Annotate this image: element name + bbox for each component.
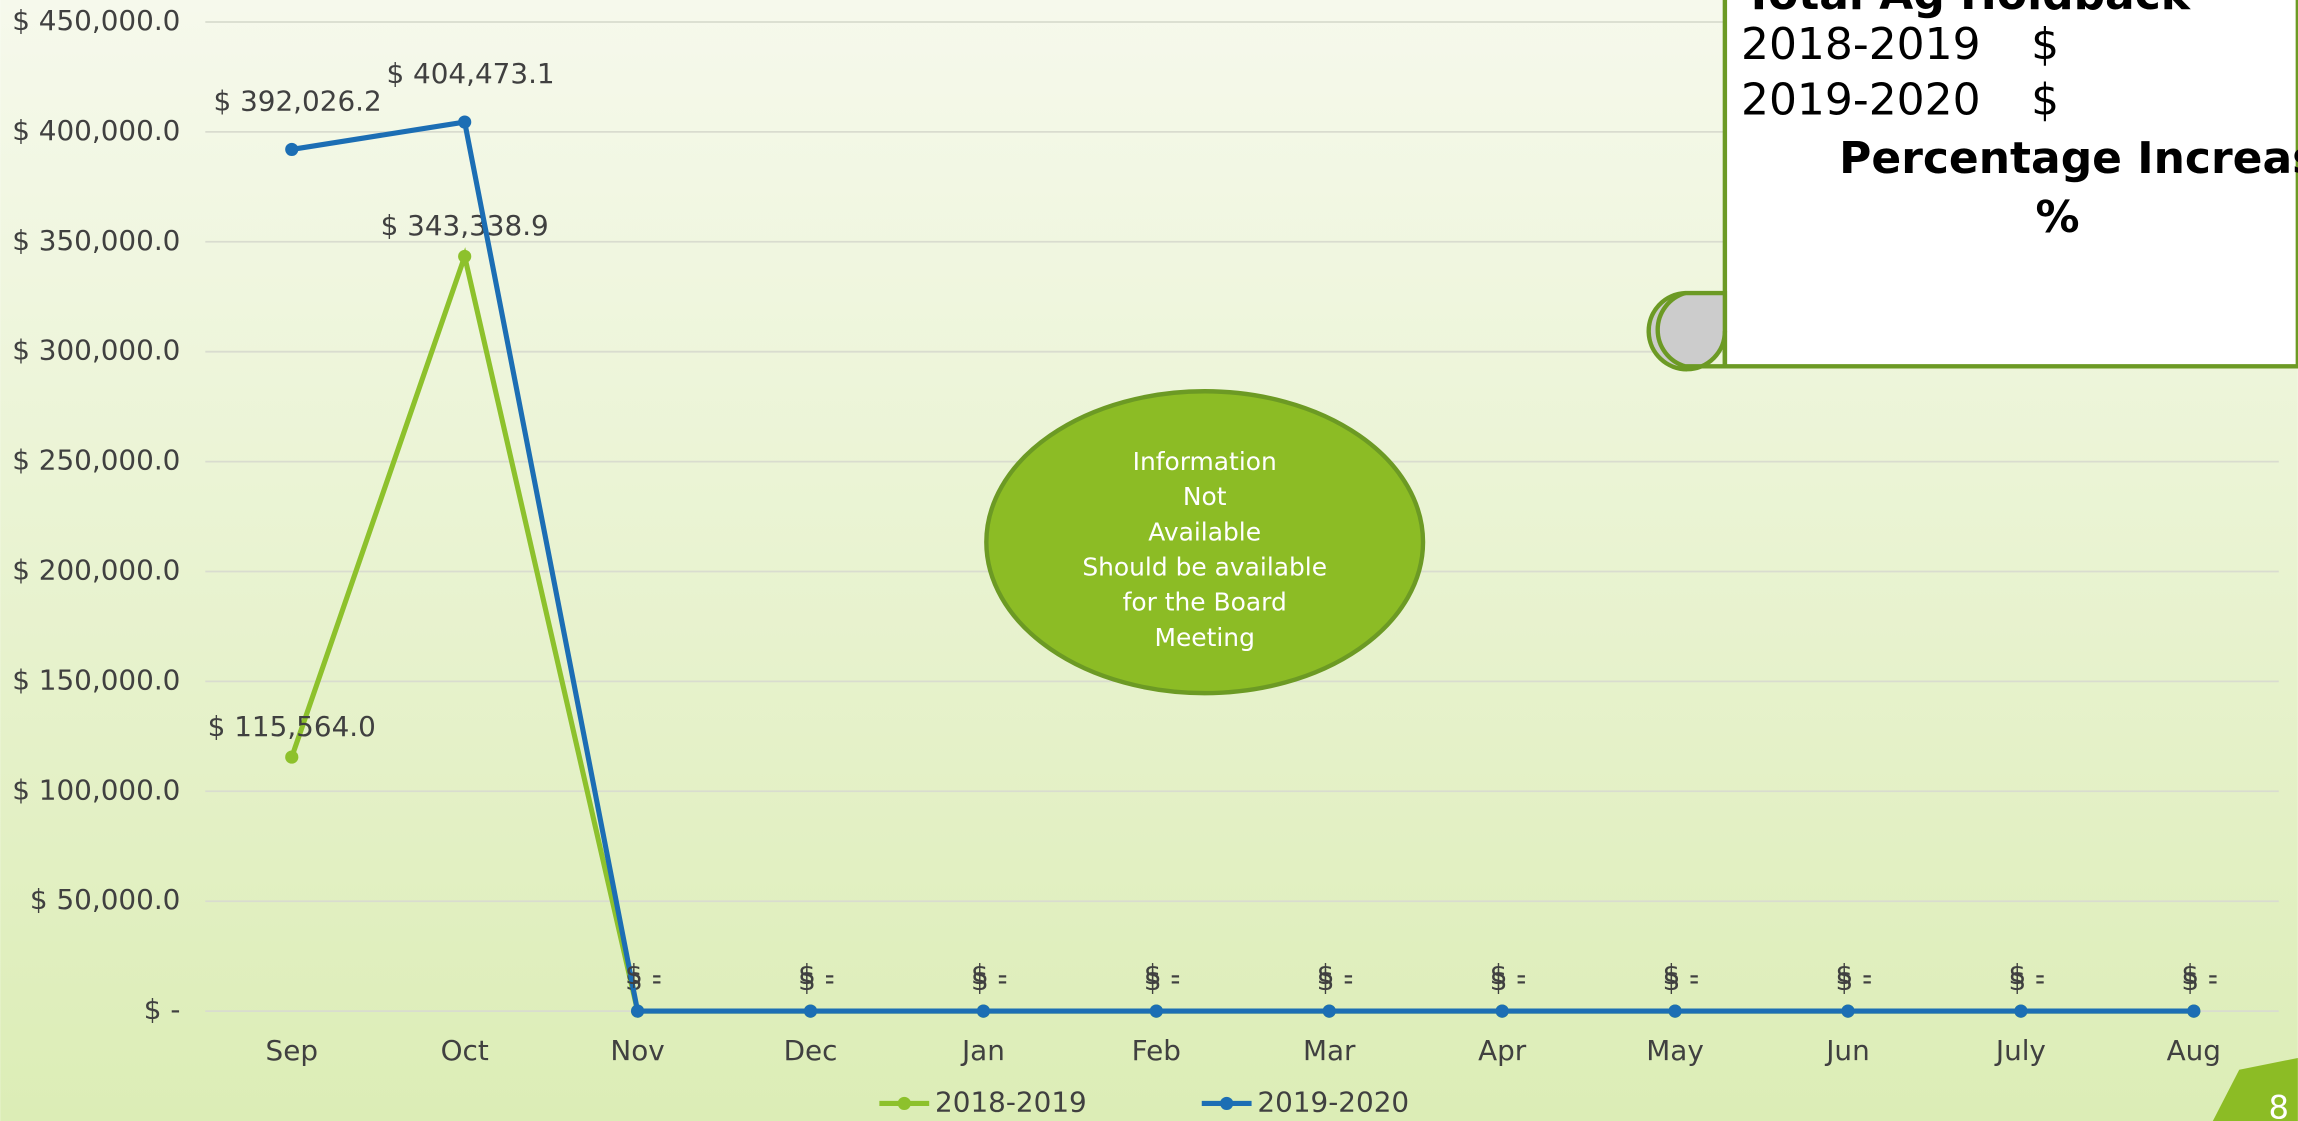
point: [458, 115, 472, 129]
point: [803, 1004, 818, 1018]
point: [285, 750, 299, 764]
x-tick-label: Nov: [610, 1034, 664, 1067]
data-label: $ -: [798, 964, 835, 997]
callout-year: 2018-2019: [1741, 19, 1981, 70]
plot: $ - $ 50,000.0 $ 100,000.0 $ 150,000.0 $ 200…: [12, 4, 2279, 1118]
y-tick-label: $ 200,000.0: [12, 553, 180, 586]
callout-amount: $: [2031, 19, 2059, 70]
data-label: $ -: [971, 964, 1008, 997]
data-label: $ 392,026.2: [214, 85, 382, 118]
data-label: $ 404,473.1: [386, 57, 554, 90]
callout-amount: $: [2031, 75, 2059, 126]
x-tick-label: Aug: [2167, 1034, 2221, 1067]
y-tick-label: $ 150,000.0: [12, 663, 180, 696]
x-tick-label: Apr: [1478, 1034, 1527, 1067]
y-tick-label: $ 50,000.0: [30, 883, 180, 916]
y-tick-label: $ -: [144, 993, 181, 1026]
data-label: $ -: [2181, 958, 2218, 991]
point: [1668, 1004, 1682, 1018]
data-label: $ -: [1317, 958, 1354, 991]
point: [1149, 1004, 1163, 1018]
y-tick-label: $ 250,000.0: [12, 444, 180, 477]
x-tick-label: May: [1646, 1034, 1704, 1067]
data-label: $ -: [1663, 964, 1700, 997]
note-line: Available: [1148, 517, 1261, 546]
data-label: $ -: [1836, 958, 1873, 991]
note-line: for the Board: [1123, 588, 1287, 617]
y-tick-label: $ 350,000.0: [12, 224, 180, 257]
data-label: $ -: [1490, 958, 1527, 991]
data-label: $ -: [1144, 964, 1181, 997]
point: [630, 1004, 645, 1018]
y-tick-label: $ 100,000.0: [12, 773, 180, 806]
y-tick-label: $ 450,000.0: [12, 4, 180, 37]
x-tick-label: July: [1994, 1034, 2046, 1067]
data-label: $ -: [2008, 958, 2045, 991]
x-tick-label: Sep: [266, 1034, 318, 1067]
y-tick-label: $ 400,000.0: [12, 114, 180, 147]
data-label: $ -: [625, 958, 662, 991]
x-tick-label: Jan: [960, 1034, 1005, 1067]
x-tick-label: Feb: [1132, 1034, 1181, 1067]
data-label: $ -: [1144, 958, 1181, 991]
note-line: Not: [1183, 482, 1227, 511]
point: [285, 142, 299, 157]
data-label: $ -: [1317, 964, 1354, 997]
legend-label: 2019-2020: [1257, 1085, 1409, 1118]
point: [2187, 1004, 2201, 1018]
point: [1495, 1004, 1509, 1018]
legend-label: 2018-2019: [935, 1085, 1087, 1118]
data-label: $ -: [1490, 964, 1527, 997]
data-label: $ -: [2181, 964, 2218, 997]
x-tick-label: Mar: [1303, 1034, 1356, 1067]
callout-increase-label: Percentage Increase: [1839, 133, 2298, 184]
callout-title: Total Ag Holdback: [1744, 0, 2192, 20]
callout: Total Ag Holdback 2018-2019 $ 2019-2020 …: [1646, 0, 2298, 372]
data-label: $ -: [971, 958, 1008, 991]
note: Information Not Available Should be availab…: [984, 389, 1426, 696]
series-line: [291, 119, 2194, 1014]
data-label: $ -: [2008, 964, 2045, 997]
legend-marker: [1220, 1096, 1234, 1111]
x-tick-label: Dec: [784, 1034, 838, 1067]
x-tick-label: Jun: [1824, 1034, 1869, 1067]
data-label: $ -: [798, 958, 835, 991]
callout-increase-value: %: [2035, 192, 2079, 243]
x-tick-label: Oct: [441, 1034, 489, 1067]
callout-year: 2019-2020: [1741, 75, 1981, 126]
point: [1841, 1004, 1855, 1018]
point: [976, 1004, 991, 1018]
data-label: $ -: [1663, 958, 1700, 991]
y-tick-label: $ 300,000.0: [12, 334, 180, 367]
point: [458, 249, 472, 264]
page-number: 8: [2269, 1088, 2290, 1121]
note-line: Meeting: [1154, 623, 1254, 652]
note-line: Information: [1133, 447, 1277, 476]
legend-marker: [897, 1096, 911, 1111]
point: [2014, 1004, 2028, 1018]
data-label: $ 343,338.9: [381, 209, 549, 242]
note-line: Should be available: [1082, 553, 1327, 582]
page-badge: [2212, 1057, 2298, 1121]
data-label: $ 115,564.0: [208, 710, 376, 743]
point: [1322, 1004, 1336, 1018]
data-label: $ -: [1836, 964, 1873, 997]
